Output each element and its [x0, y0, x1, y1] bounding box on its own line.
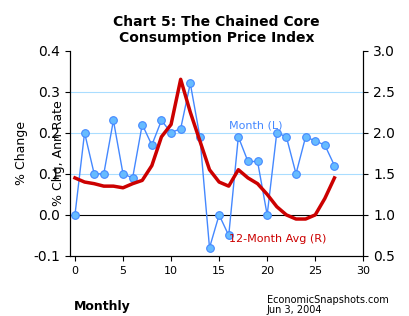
- Text: Monthly: Monthly: [74, 300, 130, 313]
- Text: EconomicSnapshots.com: EconomicSnapshots.com: [266, 295, 387, 305]
- Y-axis label: % Chg, Ann Rate: % Chg, Ann Rate: [52, 100, 65, 206]
- Text: 12-Month Avg (R): 12-Month Avg (R): [228, 234, 325, 244]
- Y-axis label: % Change: % Change: [15, 121, 28, 185]
- Text: Month (L): Month (L): [228, 121, 281, 131]
- Text: Jun 3, 2004: Jun 3, 2004: [266, 305, 321, 315]
- Title: Chart 5: The Chained Core
Consumption Price Index: Chart 5: The Chained Core Consumption Pr…: [113, 15, 319, 45]
